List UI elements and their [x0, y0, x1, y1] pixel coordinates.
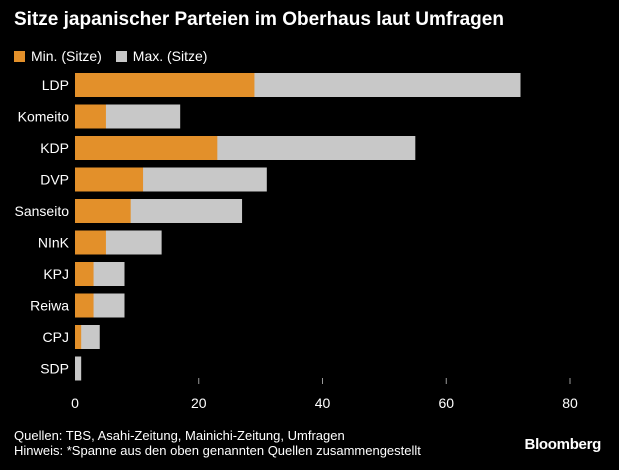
bar-min-cpj [75, 325, 82, 349]
x-tick-label: 0 [71, 395, 79, 411]
bar-min-reiwa [75, 293, 94, 318]
legend: Min. (Sitze) Max. (Sitze) [14, 48, 221, 64]
category-label-kdp: KDP [40, 140, 69, 156]
bar-min-nink [75, 230, 106, 255]
category-label-kpj: KPJ [43, 266, 69, 282]
bar-min-komeito [75, 104, 106, 129]
bar-min-dvp [75, 167, 144, 192]
x-tick-label: 80 [562, 395, 578, 411]
category-label-nink: NInK [38, 235, 70, 251]
legend-label-min: Min. (Sitze) [31, 48, 102, 64]
bar-min-kpj [75, 262, 94, 286]
category-label-komeito: Komeito [18, 109, 70, 125]
category-label-sanseito: Sanseito [15, 203, 70, 219]
bar-min-kdp [75, 136, 218, 160]
legend-item-min: Min. (Sitze) [14, 48, 102, 64]
bar-max-sdp [75, 356, 82, 381]
x-tick-label: 40 [315, 395, 331, 411]
legend-swatch-min [14, 50, 25, 62]
chart-title: Sitze japanischer Parteien im Oberhaus l… [14, 9, 504, 30]
legend-swatch-max [115, 50, 127, 62]
category-label-ldp: LDP [42, 77, 69, 93]
category-label-cpj: CPJ [43, 329, 69, 345]
category-label-sdp: SDP [40, 361, 69, 377]
bar-min-sanseito [75, 199, 131, 223]
bloomberg-logo: Bloomberg [524, 436, 602, 453]
x-tick-label: 60 [438, 395, 454, 411]
category-label-dvp: DVP [40, 172, 69, 188]
bar-min-ldp [75, 73, 255, 97]
footer: Quellen: TBS, Asahi-Zeitung, Mainichi-Ze… [14, 428, 421, 458]
category-label-reiwa: Reiwa [30, 298, 69, 314]
footnote: Hinweis: *Spanne aus den oben genannten … [14, 443, 421, 458]
legend-label-max: Max. (Sitze) [132, 48, 208, 64]
source-note: Quellen: TBS, Asahi-Zeitung, Mainichi-Ze… [14, 428, 345, 443]
x-tick-label: 20 [191, 395, 207, 411]
legend-item-max: Max. (Sitze) [115, 48, 208, 64]
